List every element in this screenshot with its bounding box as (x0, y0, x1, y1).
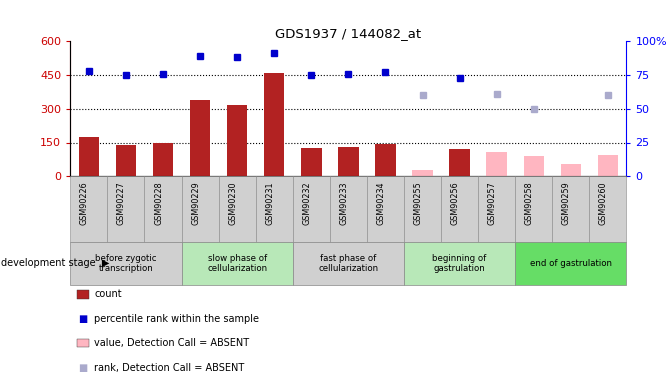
Bar (338, 147, 358, 176)
Text: GSM90257: GSM90257 (488, 182, 496, 225)
Text: GSM90230: GSM90230 (228, 182, 237, 225)
Text: rank, Detection Call = ABSENT: rank, Detection Call = ABSENT (94, 363, 245, 372)
Text: GSM90232: GSM90232 (302, 182, 312, 225)
Text: GSM90226: GSM90226 (80, 182, 89, 225)
Text: GSM90234: GSM90234 (377, 182, 385, 225)
Bar (598, 155, 618, 176)
Text: development stage  ▶: development stage ▶ (1, 258, 109, 268)
Bar (412, 170, 433, 176)
Text: ■: ■ (78, 363, 88, 372)
Text: fast phase of
cellularization: fast phase of cellularization (318, 254, 379, 273)
Text: GSM90228: GSM90228 (154, 182, 163, 225)
Bar (561, 164, 581, 176)
Bar (486, 152, 507, 176)
Bar (190, 100, 210, 176)
Text: GSM90259: GSM90259 (562, 182, 571, 225)
Text: percentile rank within the sample: percentile rank within the sample (94, 314, 259, 324)
Text: count: count (94, 290, 122, 299)
Bar (375, 144, 396, 176)
Bar (450, 149, 470, 176)
Bar (153, 143, 174, 176)
Text: beginning of
gastrulation: beginning of gastrulation (433, 254, 486, 273)
Text: GSM90231: GSM90231 (265, 182, 274, 225)
Text: slow phase of
cellularization: slow phase of cellularization (207, 254, 267, 273)
Text: GSM90227: GSM90227 (117, 182, 126, 225)
Text: GSM90260: GSM90260 (599, 182, 608, 225)
Text: GSM90255: GSM90255 (413, 182, 423, 225)
Text: before zygotic
transcription: before zygotic transcription (95, 254, 157, 273)
Text: value, Detection Call = ABSENT: value, Detection Call = ABSENT (94, 338, 250, 348)
Text: GSM90233: GSM90233 (340, 182, 348, 225)
Bar (301, 148, 322, 176)
Title: GDS1937 / 144082_at: GDS1937 / 144082_at (275, 27, 421, 40)
Text: GSM90256: GSM90256 (451, 182, 460, 225)
Bar (523, 156, 544, 176)
Text: ■: ■ (78, 314, 88, 324)
Bar (116, 145, 136, 176)
Text: end of gastrulation: end of gastrulation (530, 259, 612, 268)
Text: GSM90258: GSM90258 (525, 182, 534, 225)
Text: GSM90229: GSM90229 (191, 182, 200, 225)
Bar (78, 137, 99, 176)
Bar (264, 73, 285, 176)
Bar (227, 105, 247, 176)
